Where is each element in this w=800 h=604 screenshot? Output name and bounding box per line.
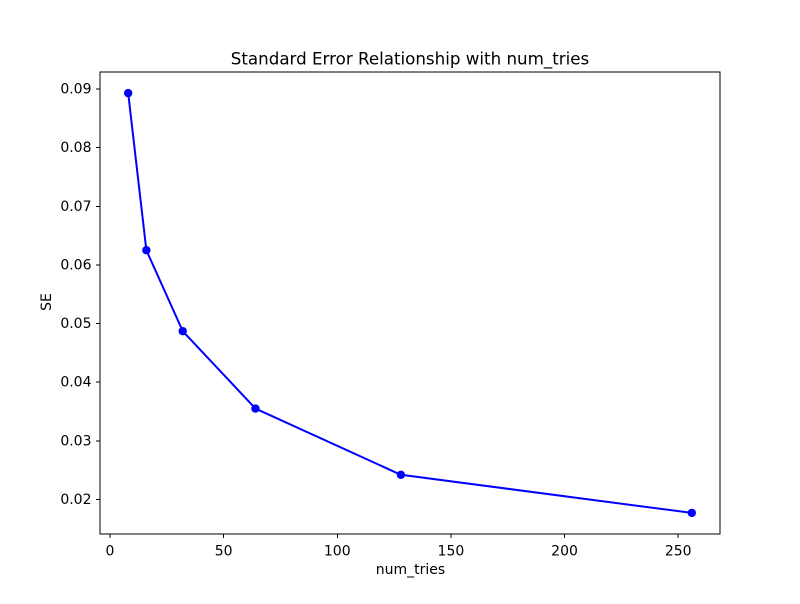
chart-title: Standard Error Relationship with num_tri… [231, 49, 589, 70]
data-point [123, 88, 133, 98]
y-tick-label: 0.09 [60, 82, 91, 98]
data-point [687, 508, 697, 518]
x-tick-label: 100 [324, 544, 351, 560]
data-point [178, 326, 187, 336]
data-point [142, 246, 151, 255]
x-tick-label: 250 [665, 544, 692, 560]
y-tick-label: 0.04 [60, 375, 91, 391]
y-tick-label: 0.03 [60, 433, 91, 449]
x-tick-label: 200 [551, 544, 578, 560]
y-axis-label: SE [39, 293, 55, 311]
plot-area: 0 50 100 150 200 250 0.02 0.03 0.04 0.05 0.06 0.07 0… [60, 71, 721, 560]
data-point [396, 470, 406, 479]
x-axis-label: num_tries [376, 562, 445, 578]
data-line [127, 92, 693, 514]
x-tick-label: 0 [106, 544, 115, 560]
data-point [251, 404, 260, 413]
y-tick-label: 0.05 [60, 316, 91, 332]
y-tick-label: 0.07 [60, 199, 91, 215]
x-tick-label: 50 [215, 544, 233, 560]
y-tick-label: 0.06 [60, 257, 91, 273]
y-tick-label: 0.02 [60, 492, 91, 508]
x-tick-label: 150 [438, 544, 465, 560]
axes-spines [99, 71, 721, 535]
y-tick-label: 0.08 [60, 140, 91, 156]
